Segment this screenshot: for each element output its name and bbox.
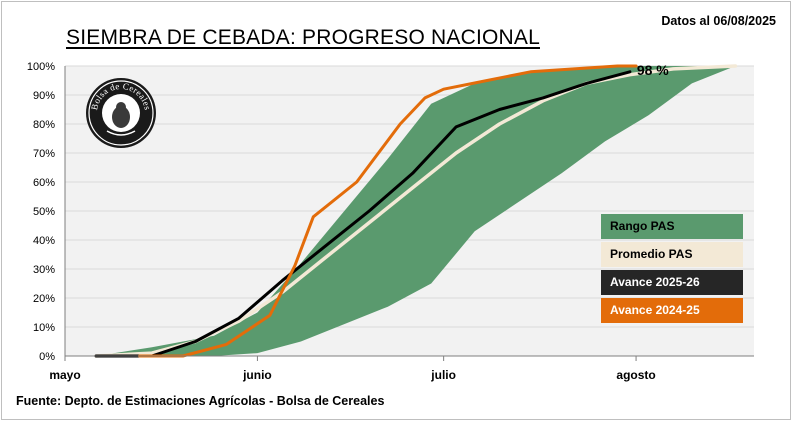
end-value-label: 98 % — [637, 62, 669, 78]
y-tick-labels: 0% 10% 20% 30% 40% 50% 60% 70% 80% 90% 100% — [27, 61, 55, 363]
x-tick-label: agosto — [616, 368, 655, 382]
y-tick-label: 40% — [33, 235, 55, 247]
x-tick-label: julio — [430, 368, 456, 382]
chart-title: SIEMBRA DE CEBADA: PROGRESO NACIONAL — [66, 26, 540, 49]
y-tick-label: 70% — [33, 148, 55, 160]
x-tick-label: junio — [242, 368, 272, 382]
series-line-previous — [138, 64, 638, 358]
y-tick-label: 0% — [39, 351, 55, 363]
source-note: Fuente: Depto. de Estimaciones Agrícolas… — [16, 394, 385, 408]
y-tick-label: 20% — [33, 293, 55, 305]
y-tick-label: 90% — [33, 90, 55, 102]
x-tick-labels: mayo junio julio agosto — [49, 368, 655, 382]
y-tick-label: 60% — [33, 177, 55, 189]
legend-item-current: Avance 2025-26 — [601, 270, 743, 295]
data-date: Datos al 06/08/2025 — [661, 14, 776, 28]
legend: Rango PAS Promedio PAS Avance 2025-26 Av… — [601, 214, 743, 326]
bolsa-de-cereales-logo: Bolsa de Cereales — [86, 78, 156, 148]
axes — [64, 66, 754, 361]
x-tick-label: mayo — [49, 368, 80, 382]
y-tick-label: 50% — [33, 206, 55, 218]
series-line-current — [94, 70, 632, 358]
y-tick-label: 10% — [33, 322, 55, 334]
legend-item-average: Promedio PAS — [601, 242, 743, 267]
range-band — [96, 66, 736, 356]
y-tick-label: 100% — [27, 61, 55, 73]
legend-item-range: Rango PAS — [601, 214, 743, 239]
y-tick-label: 30% — [33, 264, 55, 276]
legend-item-previous: Avance 2024-25 — [601, 298, 743, 323]
y-tick-label: 80% — [33, 119, 55, 131]
